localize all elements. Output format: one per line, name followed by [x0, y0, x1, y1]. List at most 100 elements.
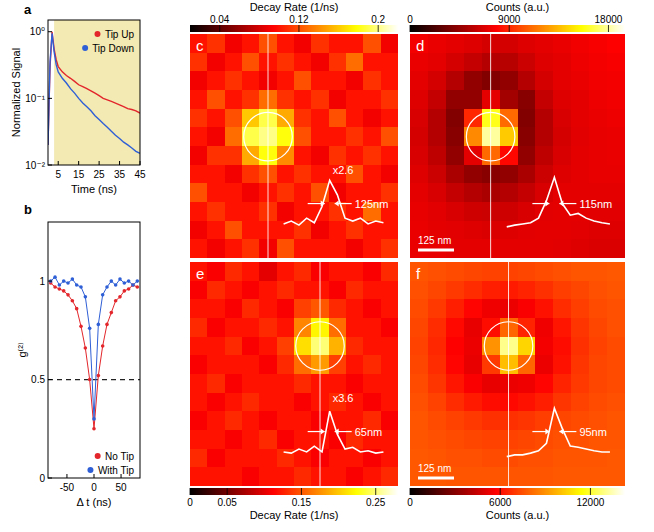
legend: No TipWith Tip	[87, 451, 134, 476]
cell	[410, 299, 428, 318]
cell	[500, 202, 518, 221]
cell	[553, 183, 571, 202]
tick-label: 9000	[498, 14, 521, 25]
cell	[346, 374, 364, 393]
cell	[446, 374, 464, 393]
cell	[464, 109, 482, 128]
cell	[259, 318, 277, 337]
cell	[446, 53, 464, 72]
cell	[482, 449, 500, 468]
cell	[363, 299, 381, 318]
arrow-head	[559, 201, 563, 207]
cell	[589, 34, 607, 53]
cell	[589, 262, 607, 281]
cell	[446, 183, 464, 202]
cell	[207, 281, 225, 300]
cell	[190, 355, 208, 374]
cell	[190, 430, 208, 449]
cell	[553, 318, 571, 337]
contour	[466, 112, 515, 161]
cell	[277, 109, 295, 128]
cell	[428, 262, 446, 281]
panel-letter: b	[24, 202, 32, 217]
cell	[518, 430, 536, 449]
cell	[518, 318, 536, 337]
cell	[294, 183, 312, 202]
point	[71, 277, 75, 281]
cell	[190, 449, 208, 468]
cell	[410, 127, 428, 146]
cell	[464, 221, 482, 240]
cell	[607, 355, 625, 374]
cell	[225, 430, 243, 449]
cell	[242, 109, 260, 128]
cell	[190, 221, 208, 240]
cell	[446, 146, 464, 165]
cell	[428, 430, 446, 449]
cell	[242, 299, 260, 318]
cell	[410, 202, 428, 221]
cell	[428, 127, 446, 146]
cell	[446, 430, 464, 449]
cell	[277, 71, 295, 90]
cell	[589, 374, 607, 393]
colorbar	[190, 488, 398, 495]
cell	[277, 53, 295, 72]
point	[79, 285, 83, 289]
point	[62, 279, 66, 283]
cell	[410, 430, 428, 449]
cell	[482, 355, 500, 374]
cell	[190, 34, 208, 53]
cell	[410, 109, 428, 128]
cell	[464, 318, 482, 337]
cell	[428, 411, 446, 430]
tick	[119, 161, 120, 165]
cell	[607, 239, 625, 258]
overlay	[244, 34, 293, 258]
cell	[464, 467, 482, 486]
cell	[428, 109, 446, 128]
point	[97, 374, 101, 378]
legend-marker	[82, 45, 88, 51]
tick	[590, 488, 591, 495]
tick	[219, 25, 220, 32]
cell	[381, 127, 398, 146]
colorbar-title: Counts (a.u.)	[486, 509, 550, 521]
cell	[589, 165, 607, 184]
cell	[207, 109, 225, 128]
cell	[607, 411, 625, 430]
tick	[48, 165, 52, 166]
cell	[346, 355, 364, 374]
cell	[363, 53, 381, 72]
cell	[242, 221, 260, 240]
cell	[329, 262, 347, 281]
legend-marker	[94, 31, 100, 37]
tick-label: 0	[39, 473, 45, 484]
cell	[329, 146, 347, 165]
cell	[294, 109, 312, 128]
cell	[589, 90, 607, 109]
cell	[225, 34, 243, 53]
cell	[446, 90, 464, 109]
cell	[553, 90, 571, 109]
cell	[535, 127, 553, 146]
cell	[607, 127, 625, 146]
cell	[607, 374, 625, 393]
cell	[446, 109, 464, 128]
tick-label: 45	[134, 169, 146, 180]
cell	[410, 146, 428, 165]
cell	[571, 262, 589, 281]
cell	[553, 109, 571, 128]
scale-label: x2.6	[333, 164, 354, 176]
cell	[242, 281, 260, 300]
cell	[207, 467, 225, 486]
cell	[242, 146, 260, 165]
cell	[259, 449, 277, 468]
cell	[225, 165, 243, 184]
cell	[207, 202, 225, 221]
cell	[518, 374, 536, 393]
cell	[589, 299, 607, 318]
panel-letter: e	[196, 265, 204, 282]
plot-area	[48, 222, 140, 478]
tick	[509, 25, 510, 32]
